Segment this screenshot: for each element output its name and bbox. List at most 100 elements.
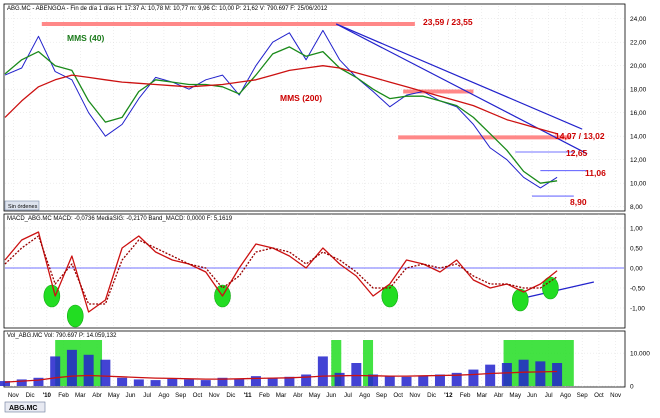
sin-ordenes-button[interactable]: Sin órdenes (4, 200, 40, 211)
volume-header: Vol_ABG.MC Vol: 790.697 P: 14.059,132 (7, 333, 117, 339)
volume-bar-33 (552, 363, 563, 386)
price-series-line-1 (4, 46, 558, 184)
volume-bar-31 (518, 359, 529, 386)
volume-bar-32 (535, 361, 546, 386)
x-tick-label: May (509, 392, 522, 399)
price-y-tick-label: 16,00 (630, 110, 647, 117)
volume-y-tick-label: 0 (630, 384, 634, 391)
price-series-line-0 (4, 29, 558, 189)
price-y-axis: 24,00 22,00 20,00 18,00 16,00 14,00 12,00 10,00… (630, 16, 647, 211)
macd-highlight-5 (542, 276, 559, 300)
macd-trendline-1 (523, 281, 595, 299)
price-panel: ABG.MC - ABENGOA - Fin de día 1 días H: … (3, 3, 647, 212)
x-tick-label: Sep (175, 392, 187, 399)
ticker-tab-label[interactable]: ABG.MC (9, 405, 37, 412)
macd-highlight-1 (66, 304, 84, 328)
volume-zone-1 (331, 340, 342, 386)
x-tick-label: Sep (577, 392, 589, 399)
volume-bar-13 (217, 377, 228, 386)
x-tick-label: Nov (8, 392, 20, 399)
x-tick-label: Abr (494, 392, 504, 399)
volume-bar-14 (234, 378, 245, 386)
x-tick-label: Feb (58, 392, 69, 399)
price-grid (5, 6, 624, 210)
sin-ordenes-button-label[interactable]: Sin órdenes (8, 204, 38, 210)
macd-series-line-1 (4, 235, 558, 305)
price-y-tick-label: 14,00 (630, 134, 647, 141)
x-tick-label: Oct (594, 392, 604, 399)
x-tick-label: Jul (143, 392, 151, 399)
price-y-tick-label: 10,00 (630, 181, 647, 188)
x-tick-label: Dic (226, 392, 235, 399)
x-tick-label: Jul (344, 392, 352, 399)
volume-bar-25 (418, 375, 429, 386)
macd-panel: MACD_ABG.MC MACD: -0,0736 MediaSIG: -0,2… (3, 213, 645, 329)
volume-bar-7 (117, 377, 128, 386)
price-label-support-zone: 14,07 / 13,02 (555, 131, 605, 141)
x-tick-label: Jun (125, 392, 136, 399)
volume-bar-11 (184, 379, 195, 386)
price-trendline-7 (335, 23, 588, 155)
volume-bar-12 (200, 380, 211, 386)
x-tick-label: Ago (158, 392, 170, 399)
macd-highlight-3 (381, 284, 399, 308)
price-y-tick-label: 24,00 (630, 16, 647, 23)
x-tick-label: Sep (376, 392, 388, 399)
volume-bar-19 (317, 356, 328, 386)
x-tick-label: Mar (476, 392, 487, 399)
x-tick-label: Abr (293, 392, 303, 399)
macd-y-tick-label: 1,00 (630, 226, 643, 233)
volume-panel: Vol_ABG.MC Vol: 790.697 P: 14.059,132 10… (0, 330, 650, 391)
volume-bar-6 (100, 359, 111, 386)
x-axis: Nov Dic '10 Feb Mar Abr May Jun Jul Ago Sep Oct Nov D… (8, 392, 622, 399)
price-label-resistance: 23,59 / 23,55 (423, 17, 473, 27)
x-tick-label: Jun (527, 392, 538, 399)
volume-grid (5, 332, 624, 387)
volume-bar-28 (468, 369, 479, 386)
volume-bar-10 (167, 378, 178, 386)
volume-bar-4 (66, 349, 77, 386)
price-series (4, 29, 558, 189)
price-y-tick-label: 22,00 (630, 40, 647, 47)
ma200-label: MMS (200) (280, 93, 322, 103)
macd-highlight-4 (511, 288, 529, 312)
macd-y-axis: 1,00 0,50 0,00 -0,50 -1,00 (630, 226, 645, 313)
price-annotations (41, 21, 588, 197)
x-tick-label: Feb (460, 392, 471, 399)
x-tick-label: Nov (610, 392, 622, 399)
volume-bar-22 (368, 374, 379, 386)
price-label-11-06: 11,06 (585, 168, 606, 178)
ticker-tab[interactable]: ABG.MC (4, 401, 46, 413)
volume-bar-17 (284, 376, 295, 386)
x-tick-label: Jul (545, 392, 553, 399)
macd-y-tick-label: -1,00 (630, 306, 645, 313)
x-tick-label: Nov (209, 392, 221, 399)
x-tick-label: Ago (560, 392, 572, 399)
x-tick-label: Jun (326, 392, 337, 399)
x-tick-label: Abr (92, 392, 102, 399)
ma40-label: MMS (40) (67, 33, 104, 43)
volume-bar-27 (451, 372, 462, 386)
macd-y-tick-label: 0,50 (630, 246, 643, 253)
volume-bar-2 (33, 377, 44, 386)
volume-bar-16 (267, 377, 278, 386)
volume-bar-1 (16, 379, 27, 386)
volume-bar-23 (384, 376, 395, 386)
volume-y-axis: 10.000 0 (630, 351, 650, 391)
ticker-tab-bg[interactable] (4, 401, 46, 413)
x-tick-label: Feb (259, 392, 270, 399)
price-label-8-90: 8,90 (570, 197, 587, 207)
volume-bar-15 (250, 376, 261, 386)
x-tick-label: '10 (43, 392, 52, 399)
volume-bar-3 (50, 356, 61, 386)
volume-bar-24 (401, 376, 412, 386)
volume-bar-5 (83, 354, 94, 386)
price-series-line-2 (4, 65, 558, 135)
price-y-tick-label: 8,00 (630, 204, 643, 211)
macd-y-tick-label: -0,50 (630, 286, 645, 293)
price-y-tick-label: 12,00 (630, 157, 647, 164)
sin-ordenes-button-bg[interactable] (4, 200, 40, 211)
price-header: ABG.MC - ABENGOA - Fin de día 1 días H: … (7, 6, 328, 12)
